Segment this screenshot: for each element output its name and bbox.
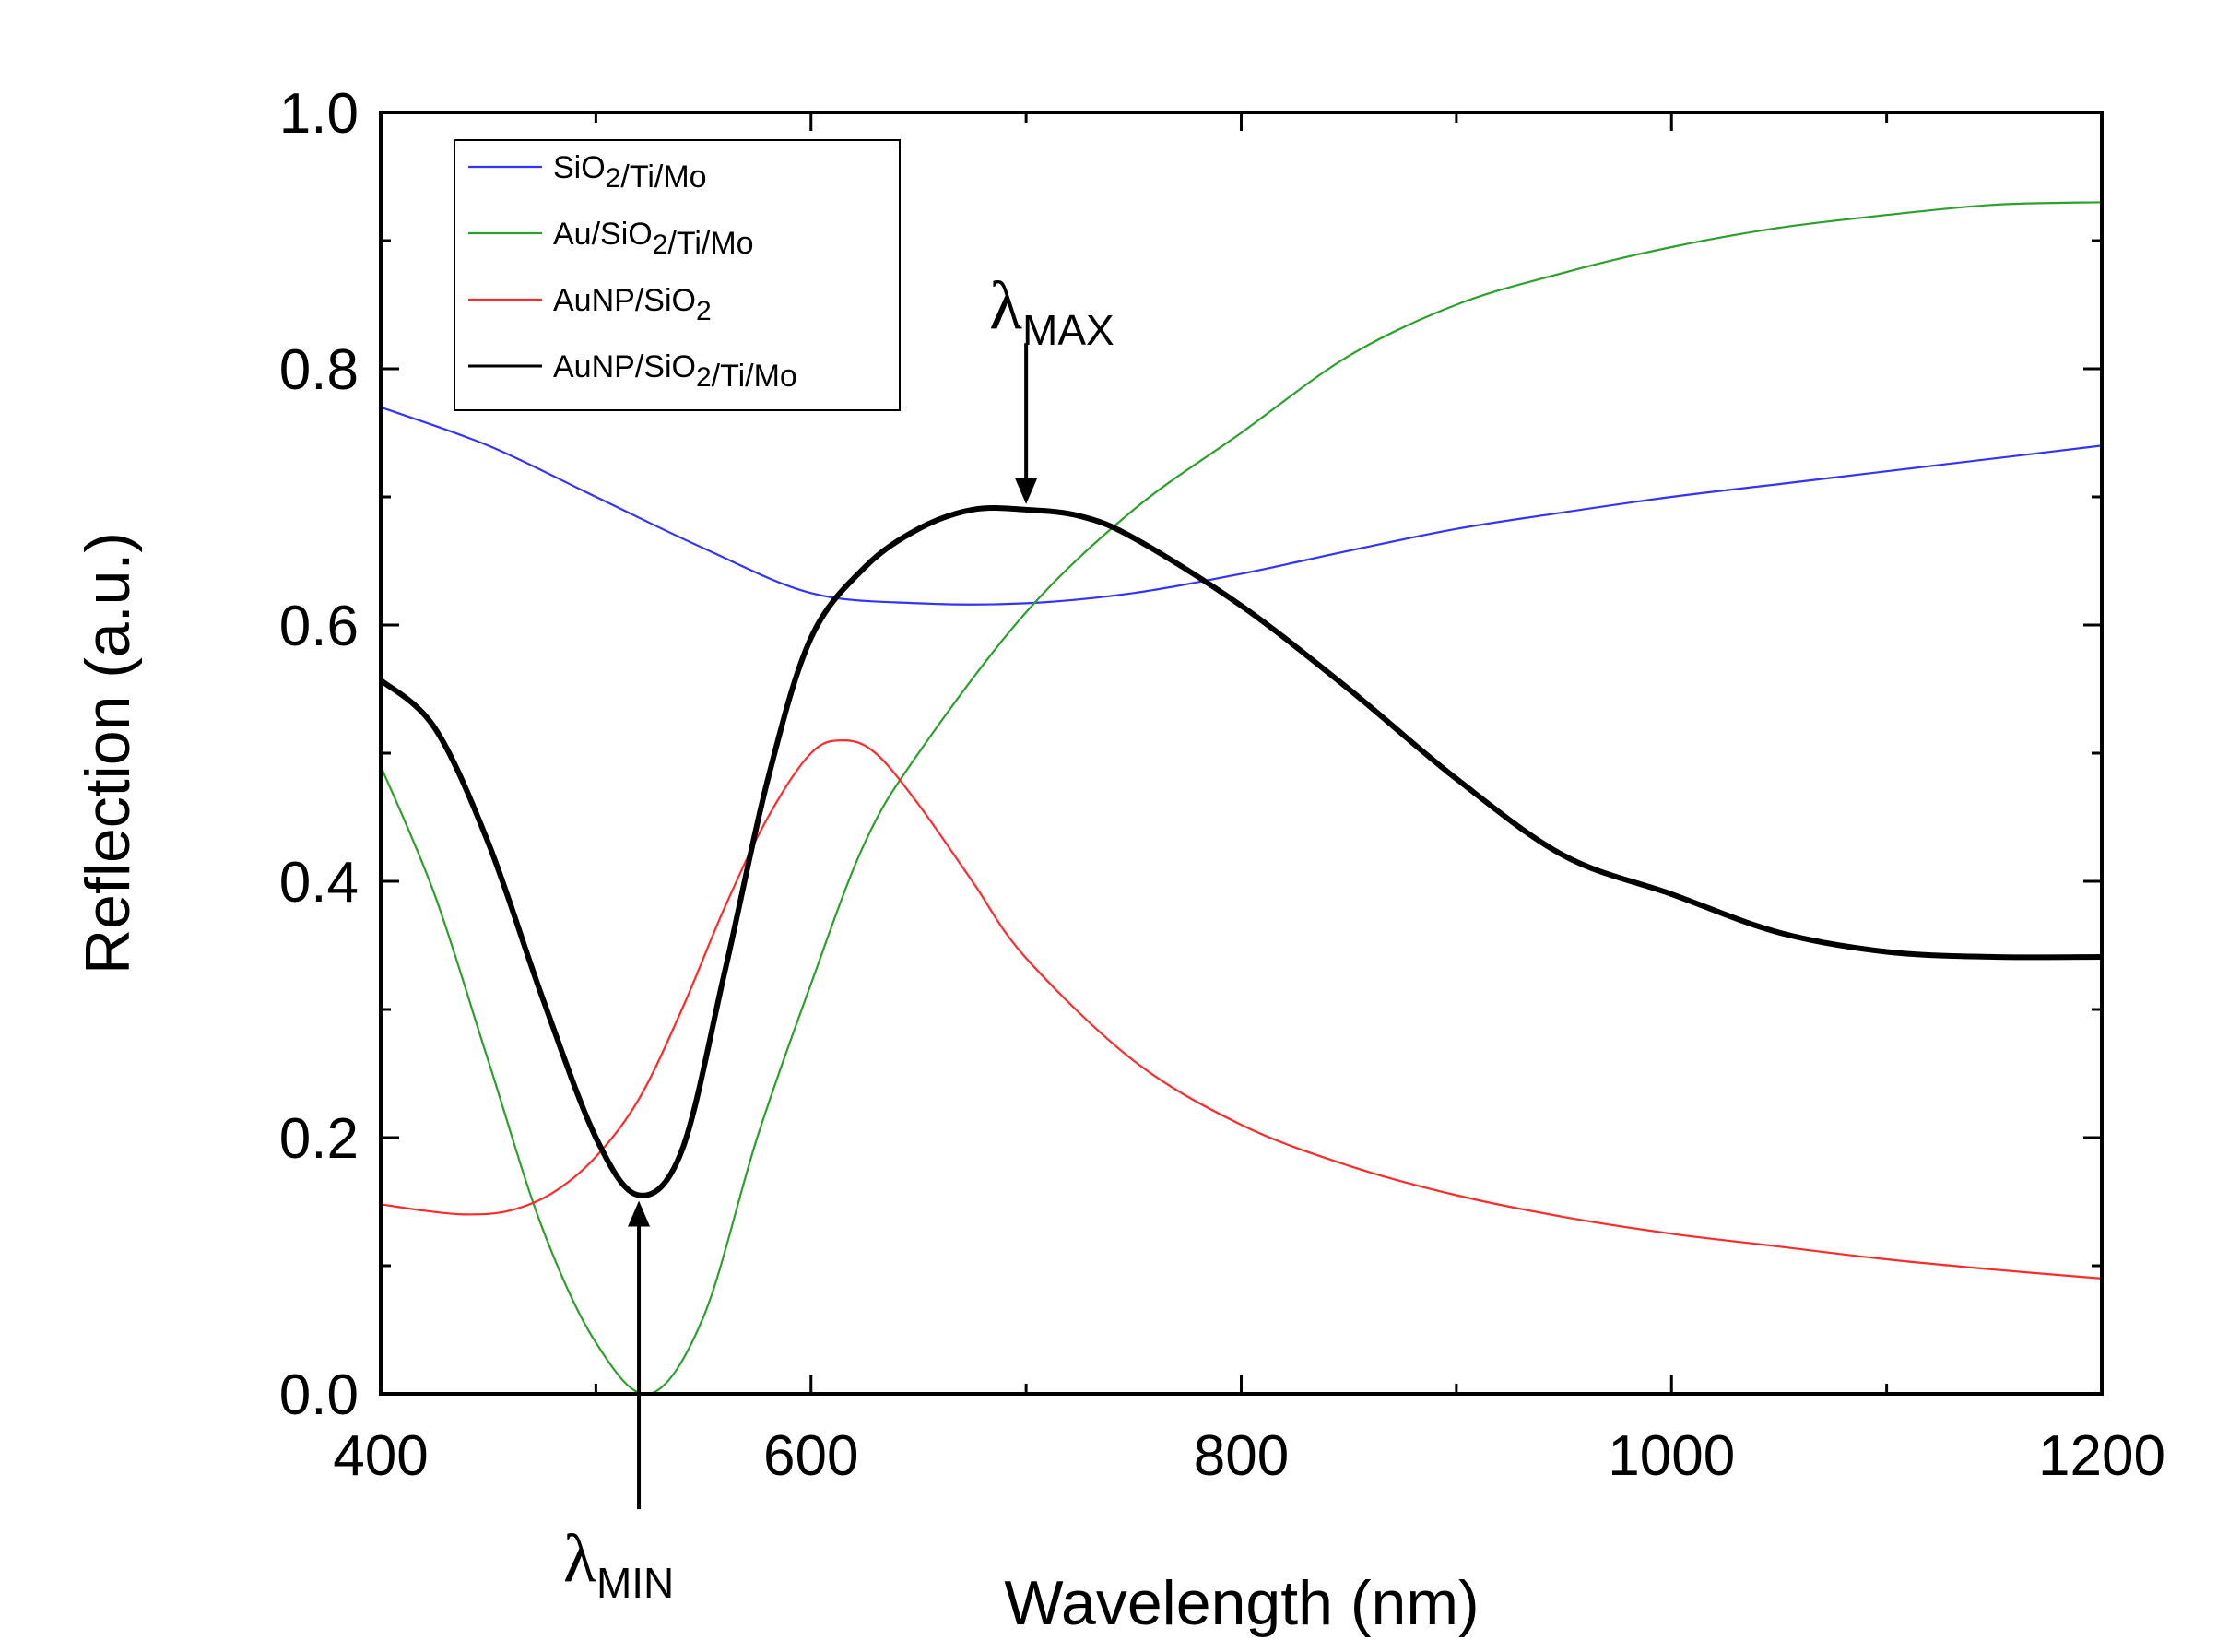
- x-tick-label: 600: [763, 1424, 858, 1488]
- x-tick-label: 1200: [2038, 1424, 2165, 1488]
- annotation-label: λMAX: [989, 268, 1114, 354]
- y-tick-label: 0.8: [279, 338, 359, 402]
- series-line-aunp-sio2: [381, 739, 2102, 1280]
- x-tick-label: 1000: [1608, 1424, 1735, 1488]
- legend-label: SiO2/Ti/Mo: [553, 150, 707, 195]
- y-tick-label: 0.6: [279, 595, 359, 658]
- y-tick-label: 1.0: [279, 82, 359, 146]
- y-tick-label: 0.4: [279, 851, 359, 914]
- y-tick-label: 0.0: [279, 1363, 359, 1427]
- annotation-label: λMIN: [563, 1521, 674, 1607]
- series-line-sio2-ti-mo: [381, 406, 2102, 606]
- annotation-arrow-head: [628, 1200, 651, 1227]
- x-tick-label: 400: [333, 1424, 428, 1488]
- legend: SiO2/Ti/Mo Au/SiO2/Ti/Mo AuNP/SiO2 AuNP/SiO…: [454, 139, 901, 411]
- x-axis-title: Wavelength (nm): [1004, 1568, 1479, 1638]
- legend-label: AuNP/SiO2/Ti/Mo: [553, 349, 797, 394]
- legend-label: Au/SiO2/Ti/Mo: [553, 217, 754, 261]
- series-line-au-sio2-ti-mo: [381, 201, 2102, 1394]
- series-line-aunp-sio2-ti-mo: [381, 505, 2102, 1198]
- y-axis-title: Reflection (a.u.): [73, 532, 143, 974]
- x-tick-label: 800: [1194, 1424, 1289, 1488]
- y-tick-label: 0.2: [279, 1107, 359, 1171]
- legend-box: [454, 139, 901, 411]
- legend-label: AuNP/SiO2: [553, 283, 712, 326]
- annotation-arrow-head: [1015, 478, 1038, 504]
